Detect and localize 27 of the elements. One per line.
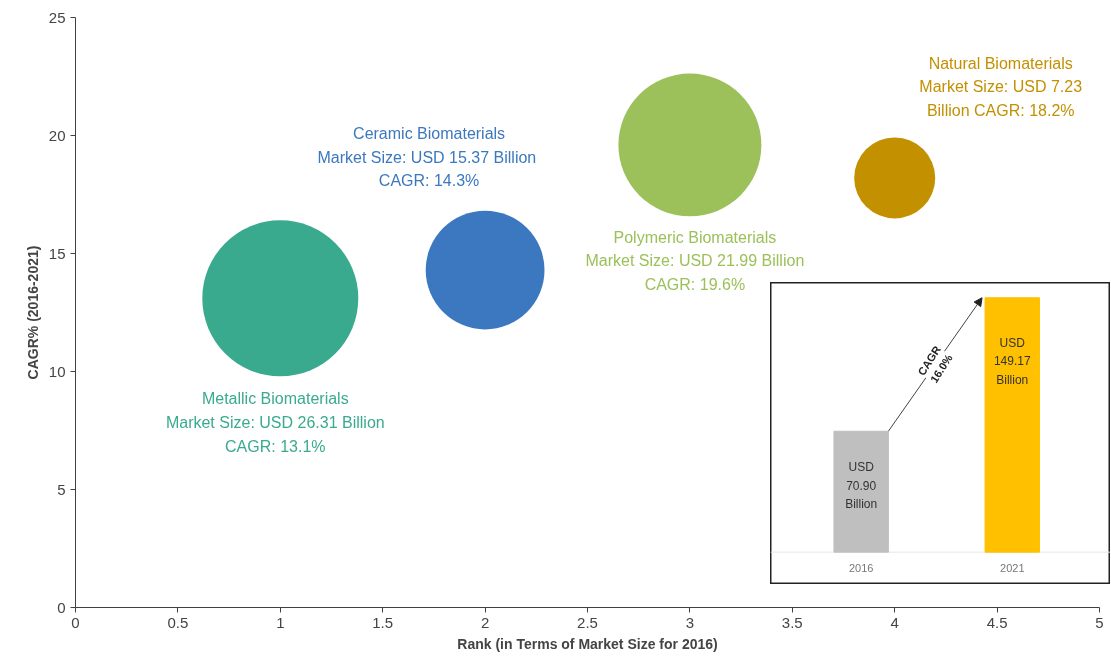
y-tick-label: 20 xyxy=(48,126,66,144)
x-tick-label: 4 xyxy=(890,613,899,631)
y-tick-label: 5 xyxy=(57,480,66,498)
x-tick-label: 3 xyxy=(685,613,695,631)
x-tick-label: 2 xyxy=(480,613,490,631)
y-axis-title: CAGR% (2016-2021) xyxy=(24,245,41,380)
x-axis-title: Rank (in Terms of Market Size for 2016) xyxy=(457,635,718,652)
data-label: USD 70.90 Billion xyxy=(845,460,878,511)
y-tick-label: 0 xyxy=(57,598,66,616)
annotation: Polymeric Biomaterials Market Size: USD 21.99 Billion CAGR: 19.6% xyxy=(585,228,805,294)
x-tick-label: 0 xyxy=(71,613,80,631)
y-tick-label: 15 xyxy=(48,244,66,262)
y-tick-label: 10 xyxy=(48,362,66,380)
annotation: Natural Biomaterials Market Size: USD 7.23 Billion CAGR: 18.2% xyxy=(919,54,1083,120)
x-tick-label: 5 xyxy=(1095,613,1104,631)
x-tick-label: 2016 xyxy=(848,562,874,575)
y-tick-label: 25 xyxy=(48,8,66,26)
x-tick-label: 1 xyxy=(276,613,285,631)
annotation: Ceramic Biomaterials Market Size: USD 15.37 Billion CAGR: 14.3% xyxy=(317,124,537,190)
data-label: USD 149.17 Billion xyxy=(993,336,1031,387)
x-tick-label: 2021 xyxy=(1000,562,1025,575)
x-tick-label: 1.5 xyxy=(372,613,394,631)
x-tick-label: 2.5 xyxy=(577,613,598,631)
x-tick-label: 0.5 xyxy=(167,613,189,631)
x-tick-label: 3.5 xyxy=(781,613,803,631)
annotation: Metallic Biomaterials Market Size: USD 26.31 Billion CAGR: 13.1% xyxy=(165,390,385,455)
x-tick-label: 4.5 xyxy=(986,613,1008,631)
